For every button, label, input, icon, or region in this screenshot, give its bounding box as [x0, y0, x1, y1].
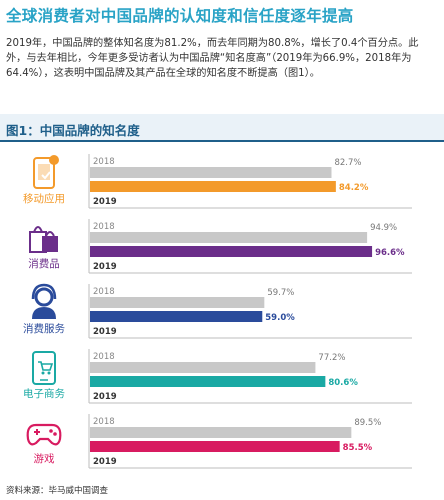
year-label-2019: 2019 — [93, 392, 117, 402]
value-label-2019: 59.0% — [265, 313, 295, 323]
shopping-bags-icon-bag2 — [42, 236, 58, 252]
year-label-2018: 2018 — [93, 417, 115, 427]
bar-2019 — [90, 181, 336, 192]
ecommerce-phone-icon-cart — [38, 361, 54, 371]
mobile-app-icon — [33, 157, 55, 189]
source-note: 资料来源：毕马威中国调查 — [6, 486, 109, 496]
year-label-2018: 2018 — [93, 157, 115, 167]
category-label: 消费品 — [28, 257, 60, 270]
value-label-2018: 59.7% — [267, 288, 294, 298]
bar-2018 — [90, 427, 352, 438]
shopping-bags-icon-handle2 — [45, 231, 55, 237]
page-title: 全球消费者对中国品牌的认知度和信任度逐年提高 — [6, 7, 354, 25]
value-label-2019: 84.2% — [339, 183, 369, 193]
value-label-2018: 82.7% — [334, 158, 361, 168]
shopping-bags-icon-handle — [33, 226, 43, 233]
figure-title: 图1：中国品牌的知名度 — [6, 123, 140, 138]
category-label: 游戏 — [34, 452, 55, 465]
value-label-2019: 80.6% — [328, 378, 358, 388]
year-label-2019: 2019 — [93, 262, 117, 272]
intro-paragraph: 2019年，中国品牌的整体知名度为81.2%，而去年同期为80.8%，增长了0.… — [6, 38, 419, 79]
ecommerce-phone-icon-wheel — [47, 371, 51, 375]
value-label-2019: 85.5% — [343, 443, 373, 453]
bar-2018 — [90, 297, 265, 308]
bar-2019 — [90, 441, 340, 452]
category-label: 消费服务 — [23, 322, 65, 335]
value-label-2018: 94.9% — [370, 223, 397, 233]
customer-service-icon-headset — [31, 283, 57, 300]
figure-header: 图1：中国品牌的知名度 — [0, 114, 444, 142]
bar-2018 — [90, 362, 316, 373]
bar-2019 — [90, 376, 326, 387]
bar-2019 — [90, 246, 373, 257]
awareness-chart: 移动应用 2018 2019 82.7% 84.2% 消费品 2018 2019 94.9% 96… — [23, 154, 412, 469]
year-label-2018: 2018 — [93, 287, 115, 297]
gamepad-icon-button — [53, 432, 57, 436]
gamepad-icon — [26, 423, 62, 446]
year-label-2019: 2019 — [93, 327, 117, 337]
year-label-2018: 2018 — [93, 352, 115, 362]
year-label-2019: 2019 — [93, 197, 117, 207]
gamepad-icon-button — [49, 429, 53, 433]
bar-2018 — [90, 167, 332, 178]
customer-service-icon — [34, 287, 54, 307]
category-label: 电子商务 — [23, 387, 65, 400]
value-label-2018: 89.5% — [354, 418, 381, 428]
value-label-2018: 77.2% — [318, 353, 345, 363]
bar-2018 — [90, 232, 368, 243]
mobile-app-icon-badge — [49, 155, 59, 165]
category-label: 移动应用 — [23, 192, 65, 205]
year-label-2019: 2019 — [93, 457, 117, 467]
bar-2019 — [90, 311, 263, 322]
ecommerce-phone-icon-wheel — [41, 371, 45, 375]
mobile-app-icon-hand — [41, 171, 51, 180]
figure-rule — [0, 140, 444, 142]
customer-service-icon-body — [32, 307, 56, 319]
value-label-2019: 96.6% — [375, 248, 405, 258]
year-label-2018: 2018 — [93, 222, 115, 232]
gamepad-icon-dpad — [34, 429, 40, 435]
ecommerce-phone-icon — [32, 351, 56, 385]
